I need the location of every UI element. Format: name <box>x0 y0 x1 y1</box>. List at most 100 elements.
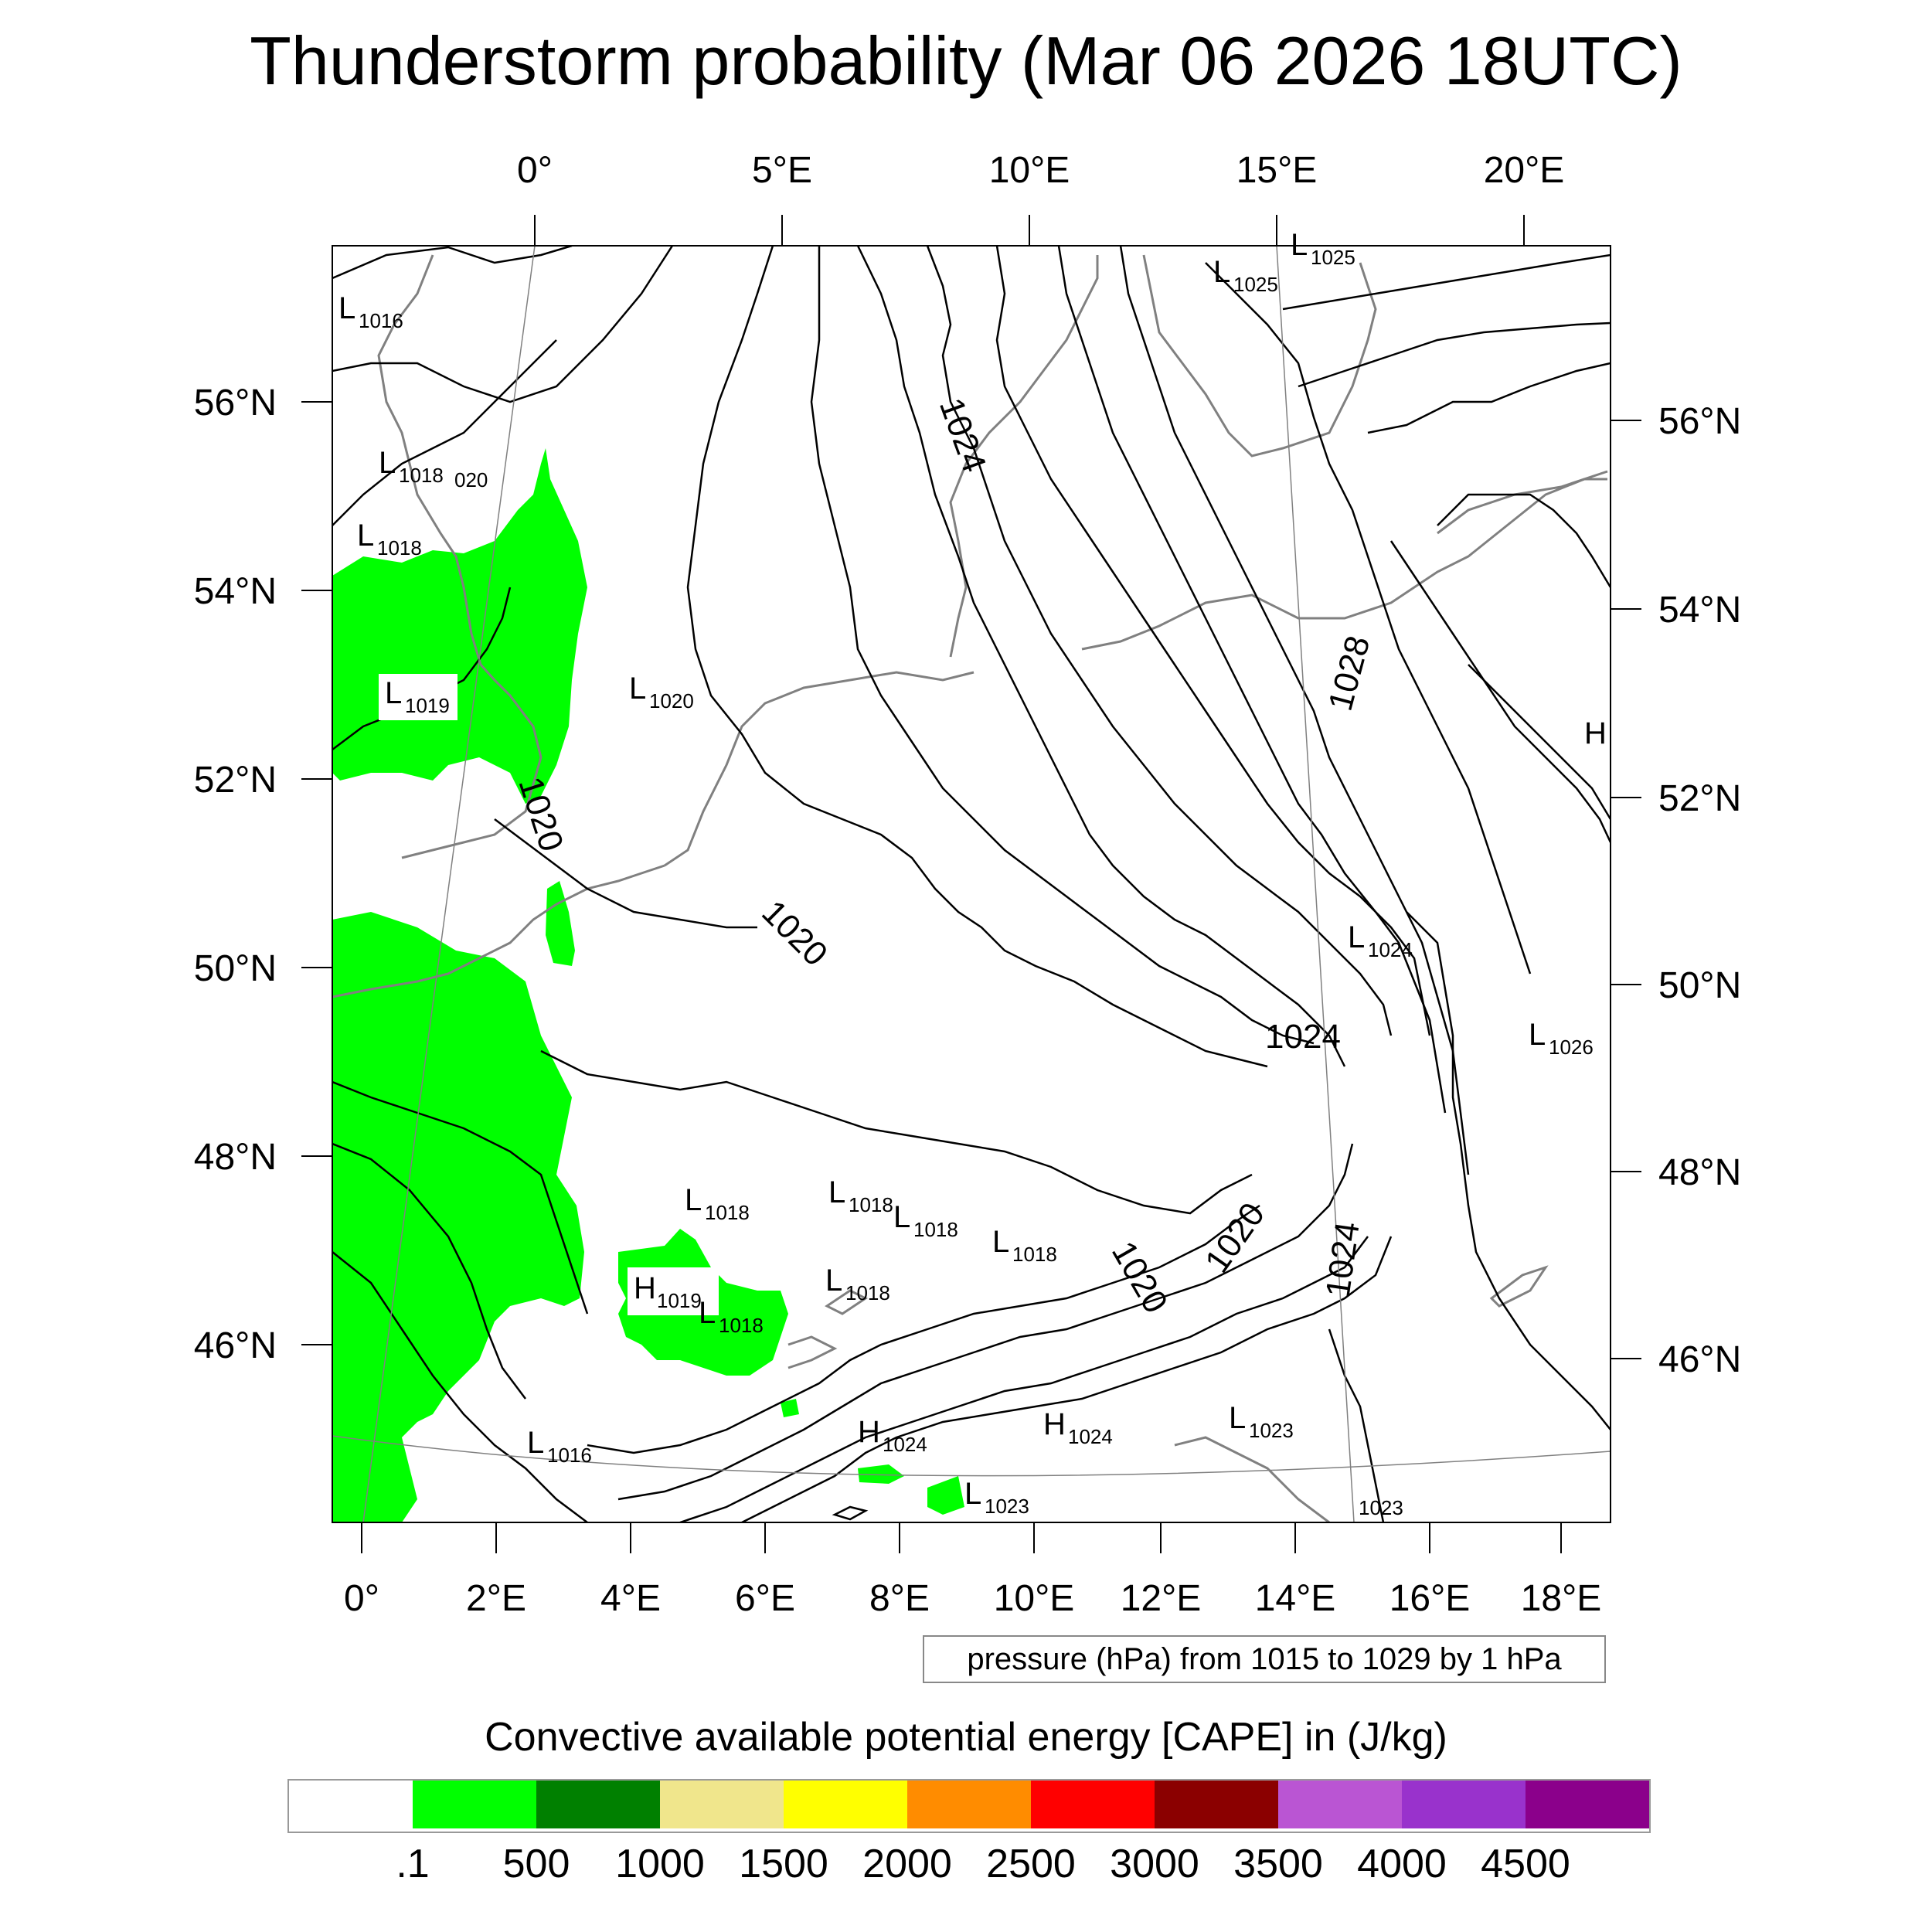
colorbar-swatch <box>1031 1781 1155 1828</box>
colorbar-swatch <box>1278 1781 1402 1828</box>
colorbar-label: 2000 <box>862 1842 952 1886</box>
isobar <box>494 818 757 929</box>
isobar <box>1328 1328 1385 1522</box>
center-letter: L <box>1213 255 1230 289</box>
center-value: 1023 <box>985 1495 1029 1518</box>
colorbar-swatch <box>1526 1781 1649 1828</box>
pressure-centers: L 1016 L 1025 L 1025 L 1018 020 L 1018 L 1019 … <box>338 228 1607 1519</box>
cape-region-small-1 <box>858 1464 904 1484</box>
map-frame <box>332 245 1611 1523</box>
isobar <box>679 1236 1369 1522</box>
pressure-center: L 1024 <box>1348 920 1413 961</box>
bottom-lon-label: 16°E <box>1389 1578 1471 1619</box>
center-value: 020 <box>454 468 488 492</box>
isobar <box>926 246 1393 1036</box>
isobar <box>332 339 557 526</box>
pressure-center: L 1016 <box>527 1426 592 1467</box>
pressure-center: L 1025 <box>1213 255 1278 296</box>
isobars <box>332 246 1611 1522</box>
isobar <box>332 246 573 280</box>
pressure-center: H 1019 <box>628 1267 719 1315</box>
colorbar-swatch <box>413 1781 536 1828</box>
center-value: 1023 <box>1359 1496 1403 1519</box>
colorbar-labels: .1 500 1000 1500 2000 2500 3000 3500 4000 4500 <box>0 1841 1932 1895</box>
center-letter: H <box>1584 716 1607 750</box>
isobar-label: 1024 <box>1265 1018 1341 1056</box>
right-lat-label: 50°N <box>1658 965 1741 1006</box>
pressure-center: L 1018 <box>699 1296 764 1337</box>
contour-info-box: pressure (hPa) from 1015 to 1029 by 1 hP… <box>923 1635 1606 1683</box>
isobar <box>332 1251 588 1522</box>
colorbar-label: 3500 <box>1233 1842 1323 1886</box>
isobar <box>1205 262 1532 975</box>
pressure-center: L 1016 <box>338 291 403 332</box>
colorbar-swatch <box>289 1781 413 1828</box>
isobar <box>332 1142 526 1400</box>
isobar-label: 1020 <box>754 893 835 974</box>
isobar <box>1468 664 1611 820</box>
cape-region-channel <box>546 881 575 966</box>
colorbar-label: 4500 <box>1481 1842 1570 1886</box>
bottom-lon-label: 10°E <box>994 1578 1075 1619</box>
pressure-center: L 1019 <box>379 674 457 720</box>
isobar <box>1298 321 1611 388</box>
center-value: 1019 <box>657 1289 702 1312</box>
center-value: 1018 <box>705 1201 750 1224</box>
center-letter: L <box>893 1200 910 1234</box>
bottom-lon-label: 0° <box>344 1578 379 1619</box>
colorbar-swatch <box>1155 1781 1278 1828</box>
colorbar-label: 500 <box>502 1842 570 1886</box>
pressure-center: L 1018 <box>893 1200 958 1241</box>
center-label-bg <box>379 674 457 720</box>
isobar <box>332 246 674 403</box>
center-value: 1026 <box>1549 1036 1594 1059</box>
center-letter: L <box>1229 1401 1246 1435</box>
center-value: 1025 <box>1233 273 1278 296</box>
center-letter: L <box>992 1225 1009 1259</box>
coast-baltic-gulf <box>1437 470 1608 535</box>
colorbar-label: 4000 <box>1357 1842 1447 1886</box>
center-letter: H <box>634 1271 656 1305</box>
center-letter: L <box>1529 1018 1546 1052</box>
pressure-center: L 1018 <box>379 446 444 487</box>
left-lat-labels: 56°N 54°N 52°N 50°N 48°N 46°N <box>194 383 277 1366</box>
pressure-center: L 1023 <box>964 1477 1029 1518</box>
top-lon-label: 15°E <box>1236 150 1318 191</box>
colorbar-label: 3000 <box>1110 1842 1199 1886</box>
isobar <box>741 1236 1393 1522</box>
center-letter: L <box>964 1477 981 1511</box>
isobar <box>832 1505 869 1521</box>
center-value: 1019 <box>405 694 450 717</box>
right-lat-label: 54°N <box>1658 590 1741 631</box>
bottom-lon-labels: 0° 2°E 4°E 6°E 8°E 10°E 12°E 14°E 16°E 1… <box>344 1578 1601 1619</box>
colorbar-label: 2500 <box>986 1842 1076 1886</box>
tick-marks <box>301 215 1641 1553</box>
isobar <box>1406 911 1611 1430</box>
center-letter: L <box>338 291 355 325</box>
pressure-center: L 1023 <box>1229 1401 1294 1442</box>
coast-sweden <box>1142 254 1377 457</box>
pressure-center: 020 <box>454 468 488 492</box>
isobar <box>686 246 1268 1068</box>
right-lat-label: 52°N <box>1658 778 1741 819</box>
isobar <box>1437 493 1611 588</box>
colorbar-swatch <box>907 1781 1031 1828</box>
isobar-label: 1020 <box>1104 1235 1175 1319</box>
colorbar <box>287 1779 1651 1833</box>
isobar <box>332 1080 589 1315</box>
center-letter: H <box>858 1415 880 1449</box>
pressure-center: 1023 <box>1359 1496 1403 1519</box>
isobar <box>995 246 1431 1036</box>
bottom-lon-label: 2°E <box>466 1578 526 1619</box>
isobar-label: 1024 <box>932 393 994 478</box>
left-lat-label: 48°N <box>194 1137 277 1178</box>
isobar <box>856 246 1346 1067</box>
isobar <box>587 1204 1260 1454</box>
colorbar-label: 1500 <box>739 1842 828 1886</box>
colorbar-label: 1000 <box>615 1842 705 1886</box>
center-value: 1016 <box>547 1444 592 1467</box>
center-value: 1018 <box>719 1314 764 1337</box>
isobar-label: 1028 <box>1321 632 1378 715</box>
pressure-center: L 1020 <box>629 672 694 713</box>
center-letter: L <box>357 519 374 553</box>
